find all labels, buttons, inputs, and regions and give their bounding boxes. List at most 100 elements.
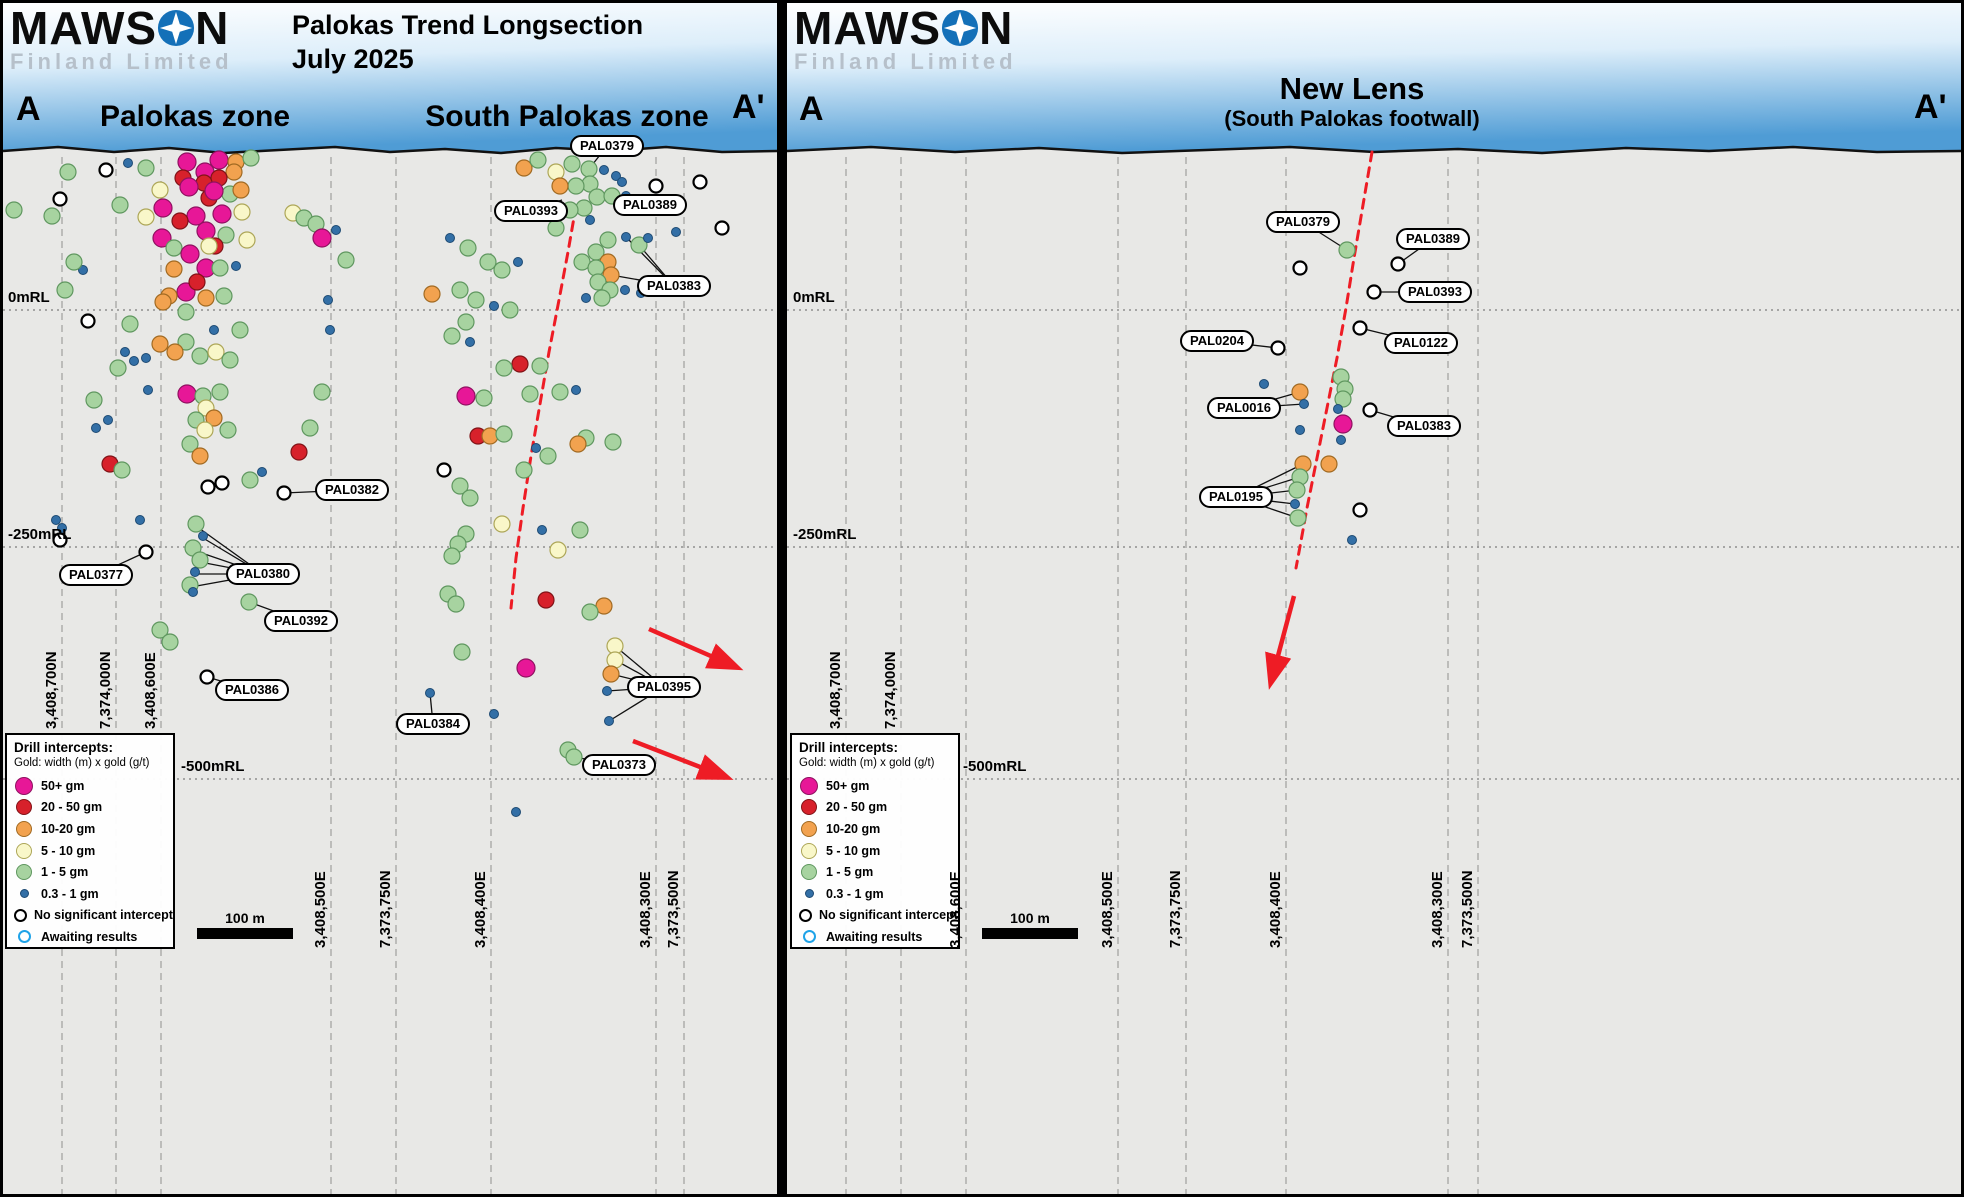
drill-intercept-gm03_1 <box>188 587 198 597</box>
drillhole-callout-PAL0204: PAL0204 <box>1180 330 1254 352</box>
drill-intercept-gm03_1 <box>537 525 547 535</box>
legend-item-label: 20 - 50 gm <box>41 800 103 815</box>
drillhole-callout-PAL0383: PAL0383 <box>637 275 711 297</box>
drill-intercept-gm03_1 <box>190 567 200 577</box>
drill-intercept-nsi <box>648 178 664 194</box>
drill-intercept-gm03_1 <box>604 716 614 726</box>
legend-item-label: 1 - 5 gm <box>826 865 874 880</box>
drill-intercept-gm03_1 <box>599 165 609 175</box>
drill-intercept-gm10_20 <box>191 447 209 465</box>
drill-intercept-gm03_1 <box>465 337 475 347</box>
scale-bar-rect <box>982 928 1078 939</box>
zone-label-palokas: Palokas zone <box>99 100 291 133</box>
drill-intercept-gm03_1 <box>1259 379 1269 389</box>
panel-body <box>787 3 1961 1194</box>
drill-intercept-gm03_1 <box>1336 435 1346 445</box>
legend-swatch-wrap <box>14 776 34 795</box>
drill-intercept-nsi <box>1352 320 1368 336</box>
wordmark-text: MAWS <box>794 2 942 54</box>
drill-intercept-gm1_5 <box>457 313 475 331</box>
drill-intercept-gm1_5 <box>443 327 461 345</box>
mawson-wordmark: MAWS N <box>10 5 233 51</box>
drill-intercept-nsi <box>1292 260 1308 276</box>
legend-item-gm10_20: 10-20 gm <box>14 818 166 840</box>
elevation-label: -500mRL <box>181 758 245 775</box>
drill-intercept-gm1_5 <box>231 321 249 339</box>
drill-intercept-gm1_5 <box>531 357 549 375</box>
legend-item-label: 20 - 50 gm <box>826 800 888 815</box>
drill-intercept-gm1_5 <box>121 315 139 333</box>
legend-item-label: Awaiting results <box>826 929 923 944</box>
left-panel-title-line1: Palokas Trend Longsection <box>292 10 644 40</box>
drillhole-callout-PAL0393: PAL0393 <box>494 200 568 222</box>
drill-intercept-gm10_20 <box>225 163 243 181</box>
grid-coordinate-label: 7,373,500N <box>665 870 682 948</box>
drill-intercept-gm1_5 <box>161 633 179 651</box>
grid-coordinate-label: 3,408,500E <box>1099 871 1116 948</box>
drill-intercept-gm50 <box>456 386 476 406</box>
drill-intercept-gm1_5 <box>177 333 195 351</box>
drill-intercept-nsi <box>1352 502 1368 518</box>
legend-item-label: 5 - 10 gm <box>41 843 96 858</box>
drill-intercept-gm03_1 <box>78 265 88 275</box>
legend-swatch-wrap <box>799 908 812 922</box>
drillhole-callout-PAL0395: PAL0395 <box>627 676 701 698</box>
gm5_10-swatch-icon <box>16 842 32 859</box>
drill-intercept-gm03_1 <box>425 688 435 698</box>
drill-intercept-gm50 <box>179 177 199 197</box>
drill-intercept-gm03_1 <box>581 293 591 303</box>
drill-intercept-gm1_5 <box>181 435 199 453</box>
drill-intercept-nsi <box>1362 402 1378 418</box>
drill-intercept-gm1_5 <box>447 595 465 613</box>
drill-intercept-gm03_1 <box>611 171 621 181</box>
drill-intercept-gm20_50 <box>290 443 308 461</box>
elevation-label: -250mRL <box>8 526 72 543</box>
nsi-swatch-icon <box>799 908 812 922</box>
gm10_20-swatch-icon <box>801 820 817 837</box>
lens-trace-dashed-line <box>509 204 578 610</box>
drill-intercept-gm10_20 <box>1291 383 1309 401</box>
drill-intercept-gm1_5 <box>604 433 622 451</box>
right-panel-title-line1: New Lens <box>1279 71 1425 106</box>
drill-intercept-gm03_1 <box>489 301 499 311</box>
drill-intercept-gm1_5 <box>589 273 607 291</box>
drill-intercept-gm03_1 <box>323 295 333 305</box>
plunge-arrow <box>1265 595 1297 690</box>
drillhole-callout-PAL0122: PAL0122 <box>1384 332 1458 354</box>
drill-intercept-gm1_5 <box>599 231 617 249</box>
legend-swatch-wrap <box>799 799 819 816</box>
right-panel-title-line2: (South Palokas footwall) <box>1224 106 1480 131</box>
drill-intercept-gm1_5 <box>85 391 103 409</box>
scale-label: 100 m <box>1010 910 1050 926</box>
mawson-logo-right: MAWS N Finland Limited <box>794 5 1017 74</box>
drill-intercept-nsi <box>200 479 216 495</box>
legend-item-label: 0.3 - 1 gm <box>41 886 99 901</box>
section-label-a-right: A <box>799 90 824 128</box>
drill-intercept-gm10_20 <box>423 285 441 303</box>
drill-intercept-gm1_5 <box>191 347 209 365</box>
header-band <box>3 3 777 153</box>
elevation-label: -500mRL <box>963 758 1027 775</box>
grid-coordinate-label: 3,408,500E <box>312 871 329 948</box>
drillhole-callout-PAL0377: PAL0377 <box>59 564 133 586</box>
gm50-swatch-icon <box>800 776 818 795</box>
drill-intercept-gm1_5 <box>240 593 258 611</box>
legend-subtitle: Gold: width (m) x gold (g/t) <box>14 757 150 769</box>
surface-line <box>2 145 778 155</box>
drill-intercept-gm1_5 <box>221 351 239 369</box>
drill-intercept-gm5_10 <box>200 237 218 255</box>
grid-coordinate-label: 3,408,700N <box>827 651 844 729</box>
drill-intercept-gm1_5 <box>5 201 23 219</box>
drill-intercept-gm1_5 <box>241 471 259 489</box>
drill-intercept-gm03_1 <box>231 261 241 271</box>
scale-bar-left: 100 m <box>197 910 293 939</box>
legend-item-gm20_50: 20 - 50 gm <box>799 797 951 819</box>
legend-item-label: 1 - 5 gm <box>41 865 89 880</box>
drill-intercept-gm1_5 <box>313 383 331 401</box>
legend-item-await: Awaiting results <box>799 926 951 948</box>
drill-intercept-gm1_5 <box>187 515 205 533</box>
drill-intercept-nsi <box>276 485 292 501</box>
drill-intercept-gm03_1 <box>621 232 631 242</box>
grid-coordinate-label: 7,373,750N <box>377 870 394 948</box>
mawson-subtitle: Finland Limited <box>10 49 233 74</box>
